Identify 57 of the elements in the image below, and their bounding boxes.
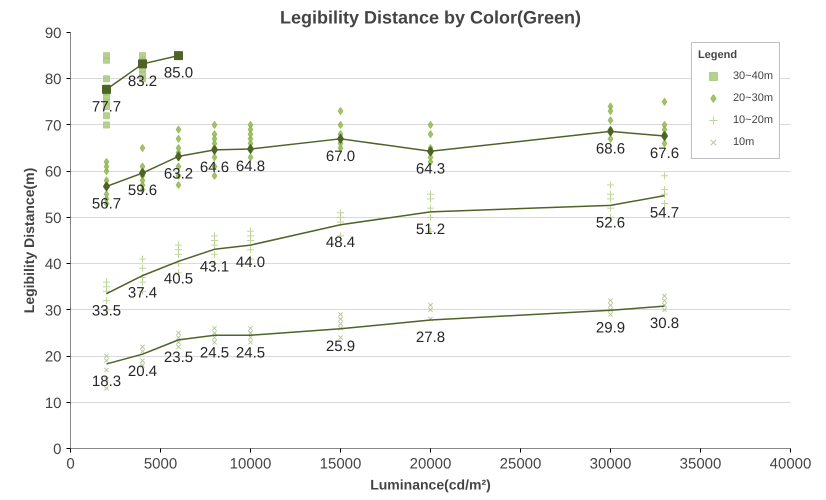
data-label: 64.8 xyxy=(236,158,266,175)
data-label: 23.5 xyxy=(164,348,194,366)
data-label: 52.6 xyxy=(596,214,626,232)
data-label: 54.7 xyxy=(650,204,680,222)
data-label: 85.0 xyxy=(164,64,194,82)
data-label: 51.2 xyxy=(416,220,446,238)
x-tick-label: 0 xyxy=(66,456,75,472)
y-tick-label: 50 xyxy=(44,210,62,227)
data-label: 83.2 xyxy=(128,72,158,90)
y-tick-label: 90 xyxy=(44,25,62,42)
data-label: 40.5 xyxy=(164,270,194,288)
x-axis-title: Luminance(cd/m²) xyxy=(370,476,491,492)
data-label: 27.8 xyxy=(416,329,446,346)
x-tick-label: 20000 xyxy=(410,456,452,472)
x-tick-label: 10000 xyxy=(230,456,272,472)
x-tick-label: 40000 xyxy=(770,456,812,472)
data-label: 67.0 xyxy=(326,148,356,165)
data-label: 68.6 xyxy=(596,140,626,158)
x-tick-label: 15000 xyxy=(320,456,362,472)
data-label: 59.6 xyxy=(128,182,158,200)
y-axis-title: Legibility Distance(m) xyxy=(20,168,37,314)
data-label: 25.9 xyxy=(326,338,356,355)
data-label: 18.3 xyxy=(92,372,122,390)
data-label: 37.4 xyxy=(128,284,158,302)
y-tick-label: 40 xyxy=(44,256,62,274)
data-label: 64.3 xyxy=(416,160,446,178)
x-tick-label: 35000 xyxy=(680,456,722,472)
x-tick-label: 25000 xyxy=(500,456,542,472)
data-label: 20.4 xyxy=(128,363,158,380)
data-label: 44.0 xyxy=(236,254,266,272)
data-label: 43.1 xyxy=(200,258,230,276)
legend-label: 10m xyxy=(732,136,754,148)
legend-label: 10~20m xyxy=(732,114,773,126)
y-tick-label: 60 xyxy=(44,164,62,181)
data-label: 33.5 xyxy=(92,302,122,320)
legend-label: 20~30m xyxy=(732,92,773,104)
data-label: 56.7 xyxy=(92,195,122,212)
data-label: 24.5 xyxy=(200,344,230,362)
data-label: 24.5 xyxy=(236,344,266,362)
chart-title: Legibility Distance by Color(Green) xyxy=(280,8,582,28)
data-label: 29.9 xyxy=(596,319,626,336)
legend-title: Legend xyxy=(698,49,738,61)
y-tick-label: 70 xyxy=(44,117,62,134)
y-tick-label: 20 xyxy=(44,348,62,366)
x-tick-label: 30000 xyxy=(590,456,632,472)
data-label: 64.6 xyxy=(200,158,230,176)
y-tick-label: 80 xyxy=(44,71,62,88)
y-tick-label: 30 xyxy=(44,302,62,320)
x-tick-label: 5000 xyxy=(144,456,178,472)
data-label: 67.6 xyxy=(650,145,680,162)
data-label: 30.8 xyxy=(650,315,680,332)
y-tick-label: 10 xyxy=(44,394,62,412)
data-label: 77.7 xyxy=(92,98,122,116)
legend-label: 30~40m xyxy=(732,70,773,82)
y-tick-label: 0 xyxy=(53,441,62,458)
data-label: 63.2 xyxy=(164,165,194,182)
data-label: 48.4 xyxy=(326,234,356,251)
